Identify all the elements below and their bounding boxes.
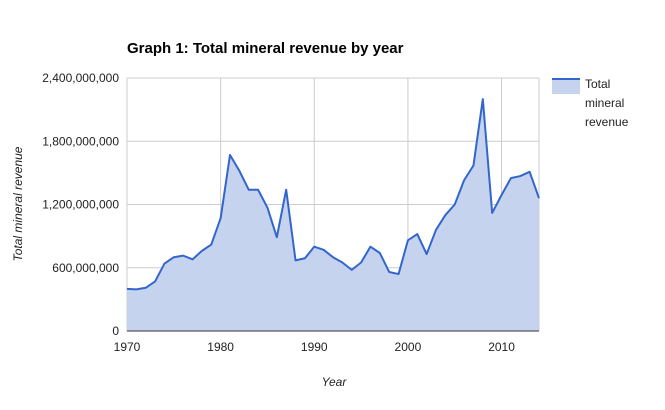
x-tick-label: 2010 bbox=[488, 340, 515, 354]
y-tick-label: 1,800,000,000 bbox=[42, 134, 119, 148]
x-axis-label: Year bbox=[322, 375, 348, 389]
y-tick-label: 600,000,000 bbox=[52, 261, 119, 275]
chart-title: Graph 1: Total mineral revenue by year bbox=[127, 40, 404, 57]
y-axis-label: Total mineral revenue bbox=[11, 146, 25, 261]
y-tick-label: 0 bbox=[112, 324, 119, 338]
legend: Total mineral revenue bbox=[552, 77, 629, 129]
x-tick-label: 1990 bbox=[301, 340, 328, 354]
legend-swatch bbox=[552, 78, 580, 94]
legend-label: Total mineral revenue bbox=[585, 77, 629, 129]
x-tick-label: 2000 bbox=[395, 340, 422, 354]
series-line bbox=[126, 98, 540, 291]
axes: 0 600,000,000 1,200,000,000 1,800,000,000 2,… bbox=[42, 71, 539, 354]
area-series bbox=[126, 98, 540, 331]
y-tick-label: 1,200,000,000 bbox=[42, 198, 119, 212]
x-tick-label: 1970 bbox=[114, 340, 141, 354]
y-tick-label: 2,400,000,000 bbox=[42, 71, 119, 85]
x-tick-label: 1980 bbox=[207, 340, 234, 354]
